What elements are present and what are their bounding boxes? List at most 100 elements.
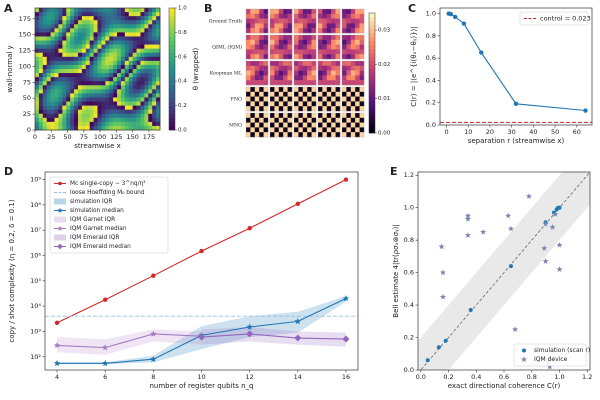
image-pixel [270, 132, 275, 138]
heatmap-cell [97, 77, 102, 82]
image-pixel [326, 54, 332, 60]
circle-marker [583, 108, 588, 113]
image-pixel [254, 101, 260, 107]
image-pixel [331, 13, 336, 19]
image-pixel [287, 13, 293, 19]
image-pixel [311, 87, 317, 92]
heatmap-cell [70, 64, 75, 70]
image-pixel [350, 54, 356, 60]
y-tick-label: 10⁵ [30, 277, 41, 285]
heatmap-cell [74, 117, 79, 123]
image-pixel [278, 132, 284, 138]
heatmap-cell [140, 85, 145, 90]
image-pixel [263, 61, 269, 66]
heatmap-cell [156, 121, 161, 127]
x-tick-label: 0.4 [471, 373, 481, 381]
image-pixel [331, 54, 336, 60]
heatmap-cell [77, 93, 83, 98]
colorbar-cell [169, 117, 175, 123]
heatmap-cell [144, 8, 149, 13]
heatmap-cell [54, 89, 59, 94]
x-tick-label: 0.2 [443, 373, 453, 381]
heatmap-cell [148, 85, 153, 90]
colorbar-frame [168, 7, 176, 131]
heatmap-cell [140, 20, 145, 25]
heatmap-cell [46, 16, 51, 21]
image-pixel [350, 80, 356, 86]
image-frame [245, 60, 269, 86]
image-pixel [254, 127, 260, 133]
heatmap-cell [89, 89, 94, 94]
legend-sample [54, 234, 66, 241]
heatmap-cell [136, 113, 141, 119]
heatmap-cell [117, 97, 122, 102]
heatmap-cell [101, 32, 106, 37]
image-pixel [346, 70, 351, 76]
heatmap-cell [85, 52, 90, 58]
image-pixel [311, 91, 317, 97]
image-pixel [278, 9, 284, 14]
heatmap-cell [58, 60, 63, 66]
heatmap-cell [58, 117, 63, 123]
heatmap-cell [77, 16, 83, 21]
image-pixel [278, 39, 284, 45]
image-pixel [331, 75, 336, 81]
image-pixel [298, 61, 303, 66]
image-pixel [355, 127, 360, 133]
image-pixel [287, 54, 293, 60]
heatmap-cell [85, 40, 90, 45]
heatmap-cell [38, 16, 44, 21]
image-pixel [331, 132, 336, 138]
image-pixel [270, 39, 275, 45]
circle-marker [199, 248, 204, 254]
image-pixel [326, 44, 332, 50]
heatmap-cell [124, 77, 130, 82]
heatmap-cell [35, 125, 40, 131]
heatmap-cell [54, 81, 59, 86]
image-pixel [342, 106, 347, 112]
heatmap-cell [124, 73, 130, 78]
image-pixel [355, 70, 360, 76]
heatmap-cell [70, 32, 75, 37]
image-pixel [350, 91, 356, 97]
circle-marker [102, 297, 108, 302]
heatmap-cell [74, 113, 79, 119]
x-tick-label: 175 [143, 133, 155, 141]
heatmap-cell [42, 52, 48, 58]
heatmap-cell [97, 85, 102, 90]
image-frame [245, 86, 269, 112]
image-pixel [307, 18, 312, 24]
star-marker [520, 356, 528, 363]
image-pixel [259, 54, 264, 60]
heatmap-cell [148, 89, 153, 94]
heatmap-cell [54, 125, 59, 131]
image-pixel [263, 106, 269, 112]
heatmap-cell [93, 97, 98, 102]
image-pixel [342, 80, 347, 86]
heatmap-cell [109, 20, 114, 25]
heatmap-cell [97, 125, 102, 131]
heatmap-cell [81, 97, 87, 102]
image-pixel [270, 96, 275, 102]
heatmap-cell [120, 64, 126, 70]
heatmap-cell [97, 101, 102, 106]
heatmap-cell [117, 85, 122, 90]
heatmap-cell [50, 77, 55, 82]
circle-marker [443, 338, 448, 343]
heatmap-cell [62, 77, 67, 82]
plot-frame [439, 7, 593, 126]
image-pixel [259, 44, 264, 50]
image-pixel [335, 106, 341, 112]
image-pixel [250, 101, 255, 107]
heatmap-cell [58, 16, 63, 21]
heatmap-cell [93, 52, 98, 58]
heatmap-cell [140, 64, 145, 70]
star-marker [150, 330, 157, 337]
heatmap-cell [113, 117, 118, 123]
heatmap-cell [156, 69, 161, 74]
image-pixel [335, 13, 341, 19]
image-pixel [359, 80, 365, 86]
image-pixel [250, 132, 255, 138]
heatmap-cell [35, 69, 40, 74]
heatmap-cell [35, 28, 40, 33]
